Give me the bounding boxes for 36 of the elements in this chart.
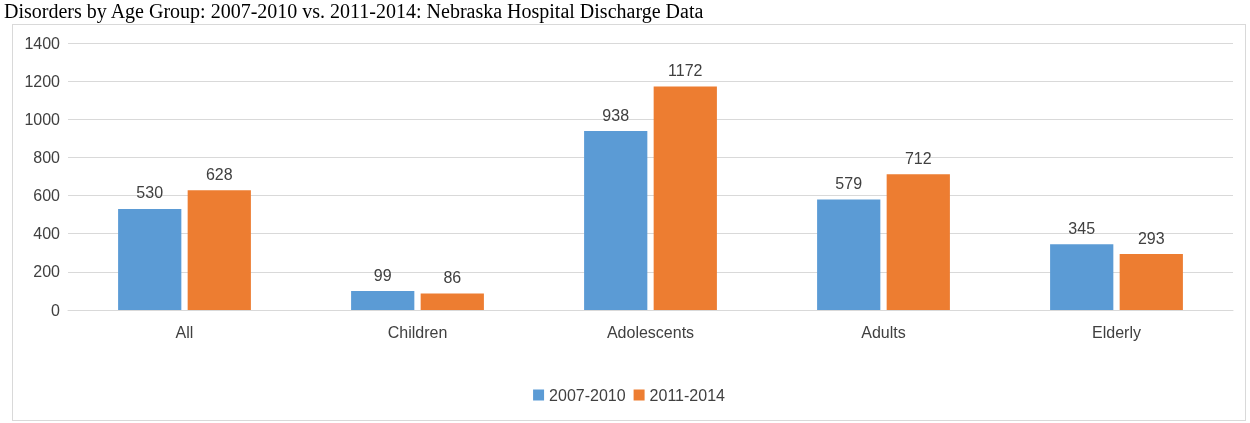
y-tick-label: 0	[51, 301, 61, 319]
bar	[351, 291, 415, 310]
y-tick-label: 400	[33, 225, 61, 243]
bar	[187, 190, 251, 310]
legend-label: 2011-2014	[649, 386, 726, 404]
data-label: 530	[136, 184, 164, 202]
data-label: 712	[904, 149, 932, 167]
data-label: 1172	[668, 61, 703, 79]
y-tick-label: 1400	[24, 34, 61, 52]
data-label: 579	[835, 175, 863, 193]
bar	[1119, 254, 1183, 310]
y-tick-label: 1200	[24, 72, 61, 90]
bar	[653, 86, 717, 310]
y-tick-label: 800	[33, 148, 61, 166]
data-label: 345	[1068, 219, 1096, 237]
x-tick-label: Adolescents	[606, 323, 695, 341]
bar	[420, 293, 484, 310]
data-label: 293	[1137, 229, 1165, 247]
data-label: 628	[205, 165, 233, 183]
data-label: 938	[602, 106, 630, 124]
bar	[886, 174, 950, 310]
y-tick-label: 1000	[24, 110, 61, 128]
data-label: 99	[373, 266, 392, 284]
x-tick-label: Elderly	[1092, 323, 1141, 341]
bar	[817, 199, 881, 310]
legend-label: 2007-2010	[549, 386, 626, 404]
x-tick-label: Adults	[861, 323, 906, 341]
bar	[118, 208, 182, 310]
data-label: 86	[443, 269, 462, 287]
y-tick-label: 200	[33, 263, 61, 281]
x-tick-label: All	[175, 323, 194, 341]
bar	[584, 131, 648, 310]
chart-title: Disorders by Age Group: 2007-2010 vs. 2011-2014: Nebraska Hospital Discharge Data	[4, 0, 704, 23]
bar	[1050, 244, 1114, 310]
x-tick-label: Children	[387, 323, 448, 341]
y-tick-label: 600	[33, 187, 61, 205]
